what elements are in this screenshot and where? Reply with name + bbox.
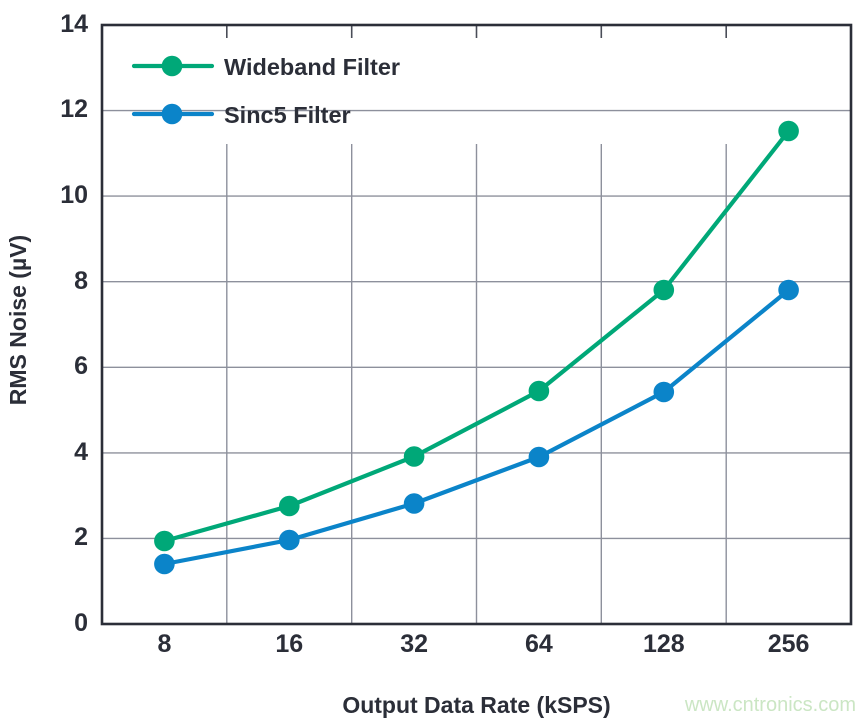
svg-text:12: 12 — [60, 95, 88, 123]
svg-text:10: 10 — [60, 181, 88, 209]
svg-text:256: 256 — [768, 630, 810, 658]
svg-text:2: 2 — [74, 523, 88, 551]
svg-text:Wideband Filter: Wideband Filter — [224, 54, 400, 80]
svg-text:14: 14 — [60, 10, 88, 38]
svg-text:www.cntronics.com: www.cntronics.com — [684, 694, 856, 716]
svg-text:16: 16 — [275, 630, 303, 658]
svg-text:0: 0 — [74, 609, 88, 637]
svg-text:Sinc5 Filter: Sinc5 Filter — [224, 102, 351, 128]
svg-text:32: 32 — [400, 630, 428, 658]
svg-text:RMS Noise (µV): RMS Noise (µV) — [5, 235, 31, 405]
svg-text:64: 64 — [525, 630, 553, 658]
svg-text:4: 4 — [74, 438, 88, 466]
svg-text:128: 128 — [643, 630, 685, 658]
svg-text:6: 6 — [74, 352, 88, 380]
svg-text:Output Data Rate (kSPS): Output Data Rate (kSPS) — [342, 692, 610, 718]
svg-text:8: 8 — [74, 267, 88, 295]
svg-text:8: 8 — [157, 630, 171, 658]
